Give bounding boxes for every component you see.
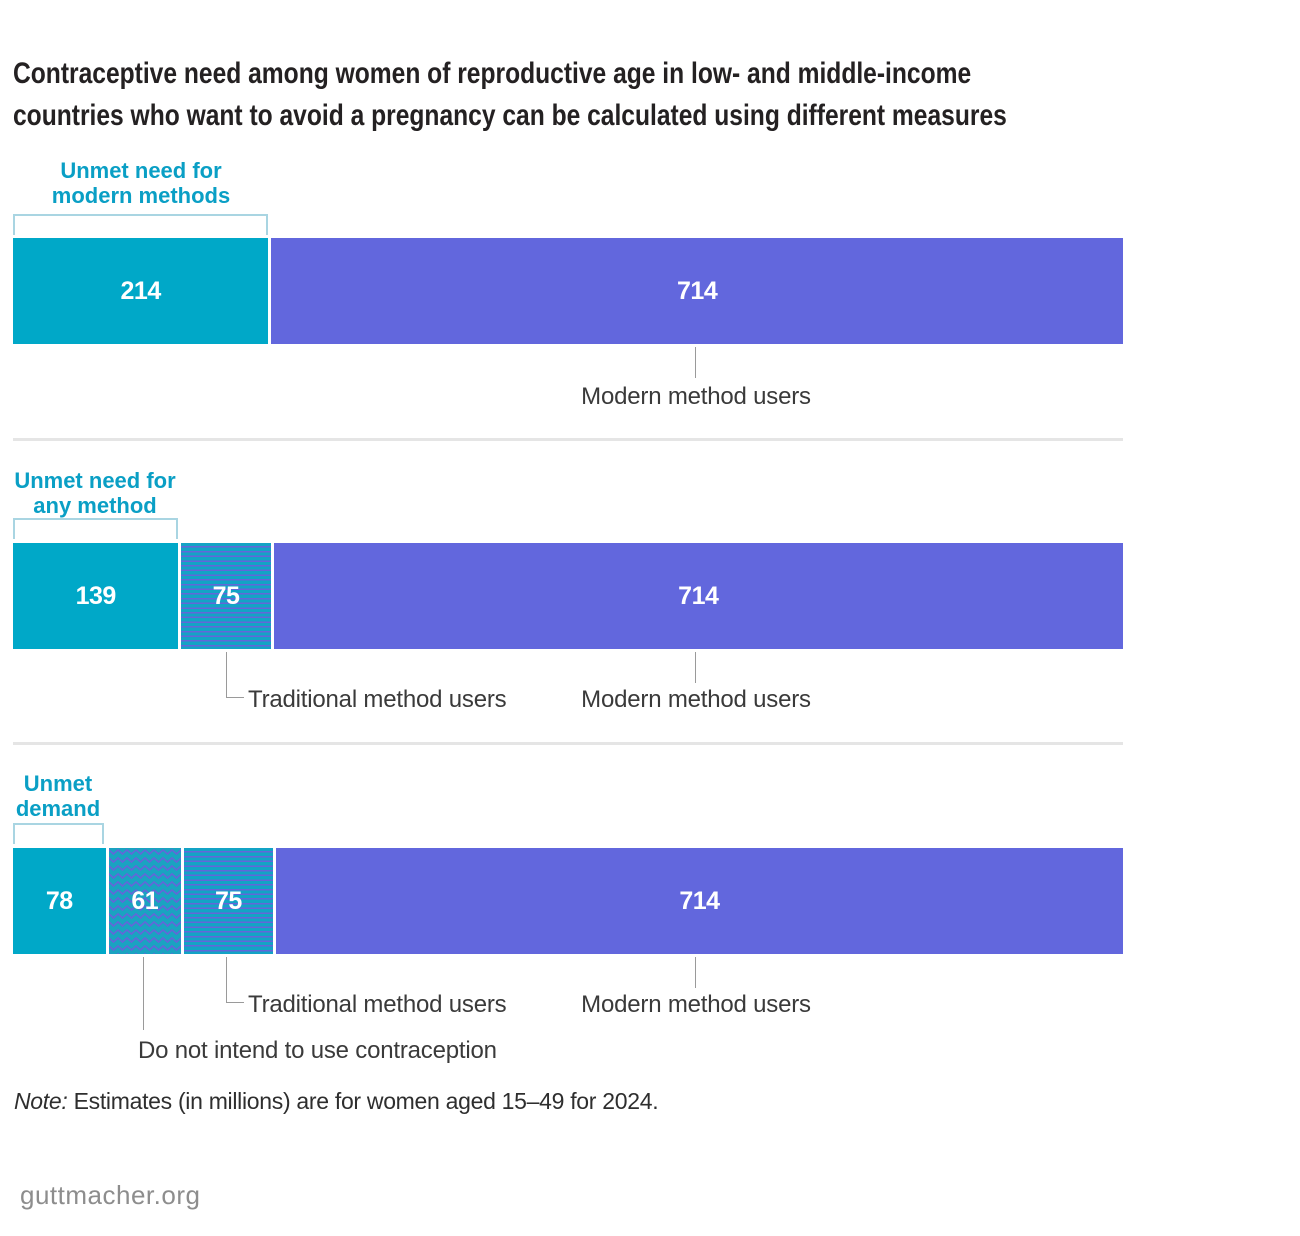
source-footer: guttmacher.org bbox=[20, 1180, 201, 1210]
bar1-measure-label-line1: Unmet need for bbox=[60, 158, 222, 183]
bar2: 139 75 714 bbox=[13, 543, 1123, 649]
segment-value: 75 bbox=[212, 581, 240, 610]
bar2-bracket bbox=[13, 518, 178, 539]
bar1-modern-callout-line bbox=[695, 347, 696, 378]
bar1-segment-unmet-need-modern: 214 bbox=[13, 238, 269, 344]
bar1: 214 714 bbox=[13, 238, 1123, 344]
bar3-bracket bbox=[13, 823, 104, 844]
chart-title: Contraceptive need among women of reprod… bbox=[13, 53, 1161, 137]
bar3-modern-callout-label: Modern method users bbox=[581, 991, 811, 1018]
segment-value: 139 bbox=[75, 581, 117, 610]
bar2-traditional-callout-label: Traditional method users bbox=[248, 686, 507, 713]
segment-value: 714 bbox=[678, 581, 719, 610]
bar2-traditional-callout-line-horizontal bbox=[226, 697, 244, 698]
zigzag-pattern bbox=[108, 848, 181, 954]
bar3-segment-modern-users: 714 bbox=[275, 848, 1124, 954]
section-divider-1 bbox=[13, 438, 1123, 441]
bar2-measure-label-line1: Unmet need for bbox=[14, 468, 176, 493]
bar1-bracket bbox=[13, 214, 268, 235]
bar2-traditional-callout-line-vertical bbox=[226, 652, 227, 698]
bar1-measure-label: Unmet need for modern methods bbox=[11, 158, 271, 208]
note-text: Estimates (in millions) are for women ag… bbox=[67, 1088, 659, 1114]
bar3-measure-label-line1: Unmet bbox=[23, 771, 93, 796]
note-label: Note: bbox=[14, 1088, 68, 1114]
bar3-traditional-callout-label: Traditional method users bbox=[248, 991, 507, 1018]
bar2-measure-label: Unmet need for any method bbox=[0, 468, 210, 518]
bar3-measure-label-line2: demand bbox=[15, 796, 101, 821]
chart-title-line1: Contraceptive need among women of reprod… bbox=[13, 57, 972, 90]
bar1-segment-modern-users: 714 bbox=[271, 238, 1123, 344]
bar3-measure-label: Unmet demand bbox=[0, 771, 123, 821]
bar3-segment-unmet-demand: 78 bbox=[13, 848, 106, 954]
bar3-segment-traditional-users: 75 bbox=[183, 848, 273, 954]
chart-title-line2: countries who want to avoid a pregnancy … bbox=[13, 99, 1007, 132]
bar2-measure-label-line2: any method bbox=[33, 493, 157, 518]
bar3-segment-no-intend: 61 bbox=[108, 848, 181, 954]
bar1-measure-label-line2: modern methods bbox=[51, 183, 231, 208]
segment-value: 78 bbox=[45, 886, 73, 915]
bar3-no-intend-callout-label: Do not intend to use contraception bbox=[138, 1037, 497, 1064]
bar3: 78 61 75 714 bbox=[13, 848, 1124, 954]
bar2-segment-traditional-users: 75 bbox=[181, 543, 271, 649]
section-divider-2 bbox=[13, 742, 1123, 745]
segment-value: 714 bbox=[677, 276, 718, 305]
bar2-segment-modern-users: 714 bbox=[273, 543, 1123, 649]
bar2-modern-callout-label: Modern method users bbox=[581, 686, 811, 713]
bar3-traditional-callout-line-horizontal bbox=[226, 1002, 244, 1003]
bar3-modern-callout-line bbox=[695, 957, 696, 988]
segment-value: 75 bbox=[215, 886, 242, 915]
segment-value: 61 bbox=[131, 886, 159, 915]
bar3-no-intend-callout-line bbox=[143, 957, 144, 1030]
segment-value: 714 bbox=[679, 886, 720, 915]
bar3-traditional-callout-line-vertical bbox=[226, 957, 227, 1003]
chart-note: Note: Estimates (in millions) are for wo… bbox=[14, 1088, 659, 1115]
bar1-modern-callout-label: Modern method users bbox=[581, 383, 811, 410]
segment-value: 214 bbox=[120, 276, 162, 305]
bar2-modern-callout-line bbox=[695, 652, 696, 683]
bar2-segment-unmet-need-any: 139 bbox=[13, 543, 179, 649]
